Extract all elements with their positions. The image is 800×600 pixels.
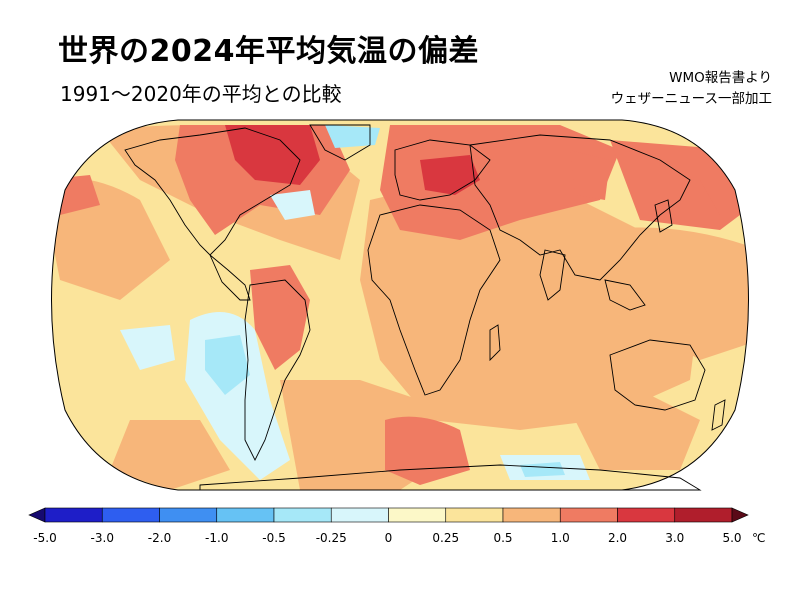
colorbar-tick-label: 5.0 [722, 531, 742, 545]
colorbar-unit: ℃ [752, 531, 766, 545]
colorbar-bin [559, 507, 618, 523]
anomaly-cold-regions [205, 125, 565, 477]
coast-europe [394, 139, 491, 201]
coastlines [124, 124, 726, 491]
coast-africa [367, 204, 501, 396]
coast-australia [609, 339, 706, 411]
colorbar [28, 507, 749, 523]
source-note: WMO報告書より ウェザーニュース一部加工 [611, 68, 772, 110]
coast-central-america [209, 254, 251, 301]
colorbar-tick-label: -5.0 [33, 531, 57, 545]
colorbar-tick-label: -0.5 [262, 531, 286, 545]
source-line-2: ウェザーニュース一部加工 [610, 91, 772, 107]
colorbar-bin [159, 507, 218, 523]
colorbar-bin [101, 507, 160, 523]
colorbar-over-arrow [731, 507, 749, 523]
coast-madagascar [489, 324, 501, 362]
coast-south-america [244, 279, 311, 462]
colorbar-tick-label: -1.0 [205, 531, 229, 545]
colorbar-tick-label: 0.25 [432, 531, 460, 545]
colorbar-tick-label: 3.0 [665, 531, 685, 545]
source-line-1: WMO報告書より [669, 70, 772, 86]
colorbar-bin [617, 507, 676, 523]
colorbar-tick-label: -3.0 [90, 531, 114, 545]
coast-japan [654, 199, 673, 233]
map-border [51, 119, 749, 491]
colorbar-bin [330, 507, 389, 523]
colorbar-tick-label: -2.0 [147, 531, 172, 545]
colorbar-tick-label: 2.0 [607, 531, 628, 545]
coast-greenland [309, 124, 371, 161]
colorbar-bin [445, 507, 504, 523]
colorbar-bin [502, 507, 561, 523]
anomaly-fill-layer [51, 120, 749, 490]
colorbar-tick-label: 0 [384, 531, 393, 545]
colorbar-tick-label: 1.0 [550, 531, 570, 545]
coast-new-zealand [711, 399, 726, 431]
colorbar-tick-label: 0.5 [493, 531, 513, 545]
coast-asia [469, 134, 691, 281]
colorbar-bin [388, 507, 447, 523]
coast-india [539, 249, 566, 301]
page-title: 世界の2024年平均気温の偏差 [58, 34, 479, 69]
colorbar-bin [273, 507, 332, 523]
colorbar-bin [216, 507, 275, 523]
colorbar-bin [44, 507, 103, 523]
colorbar-under-arrow [28, 507, 46, 523]
colorbar-bin [674, 507, 733, 523]
page-subtitle: 1991～2020年の平均との比較 [60, 82, 342, 106]
coast-north-america [124, 127, 301, 256]
coast-southeast-asia [604, 279, 646, 311]
colorbar-tick-label: -0.25 [315, 531, 347, 545]
